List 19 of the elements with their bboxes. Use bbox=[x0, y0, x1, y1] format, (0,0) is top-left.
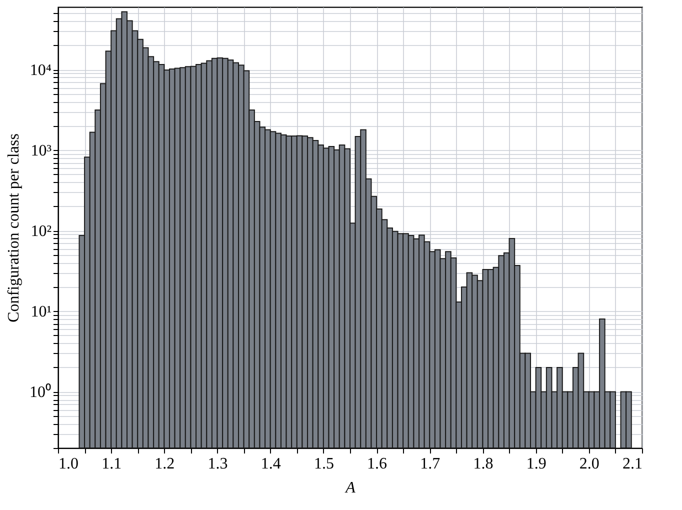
y-tick-label: 10⁴ bbox=[30, 62, 52, 80]
x-tick-label: 1.0 bbox=[58, 456, 78, 472]
x-tick-label: 1.9 bbox=[526, 456, 546, 472]
x-tick-label: 1.3 bbox=[208, 456, 228, 472]
x-tick-label: 1.7 bbox=[420, 456, 440, 472]
x-tick-label: 2.1 bbox=[622, 456, 642, 472]
x-tick-label: 1.1 bbox=[102, 456, 122, 472]
y-tick-label: 10² bbox=[30, 223, 52, 240]
y-tick-label: 10¹ bbox=[30, 304, 52, 321]
y-tick-label: 10⁰ bbox=[30, 383, 52, 402]
x-axis-title: A bbox=[344, 480, 356, 496]
x-tick-label: 1.5 bbox=[314, 456, 334, 472]
y-axis-title: Configuration count per class bbox=[6, 134, 22, 322]
x-tick-label: 1.2 bbox=[154, 456, 175, 472]
x-tick-label: 1.8 bbox=[473, 456, 494, 472]
x-tick-label: 1.6 bbox=[367, 456, 388, 472]
y-tick-label: 10³ bbox=[30, 142, 52, 160]
x-tick-label: 1.4 bbox=[260, 456, 281, 472]
x-tick-label: 2.0 bbox=[579, 456, 600, 472]
